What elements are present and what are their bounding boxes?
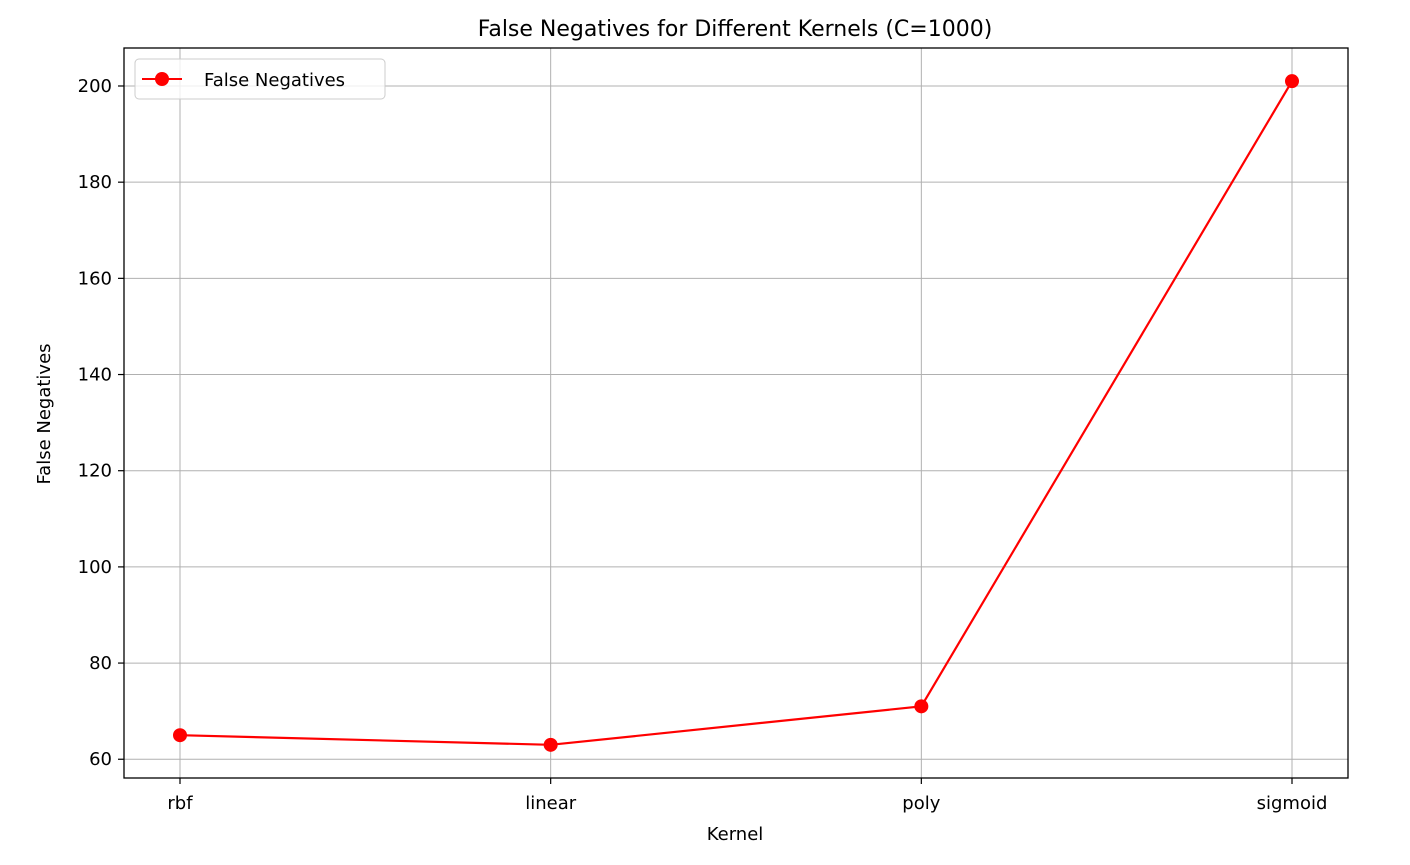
y-axis-label: False Negatives (34, 343, 55, 484)
series-layer (173, 74, 1299, 752)
x-tick-label-linear: linear (525, 793, 577, 814)
y-tick-label: 200 (78, 76, 112, 97)
chart-title: False Negatives for Different Kernels (C… (478, 17, 993, 42)
y-tick-label: 160 (78, 268, 112, 289)
y-axis-ticks: 60 80 100 120 140 160 180 200 (78, 76, 124, 770)
y-tick-label: 140 (78, 365, 112, 386)
x-tick-label-rbf: rbf (167, 793, 193, 814)
y-tick-label: 100 (78, 557, 112, 578)
data-point-sigmoid (1285, 74, 1299, 89)
series-line (179, 80, 1293, 746)
x-tick-label-sigmoid: sigmoid (1257, 793, 1328, 814)
axes-frame (123, 47, 1349, 779)
legend-label-false-negatives: False Negatives (204, 70, 345, 91)
legend-box (134, 58, 386, 100)
y-tick-label: 80 (89, 653, 112, 674)
data-point-linear (543, 737, 558, 752)
x-axis-label: Kernel (707, 824, 764, 845)
legend-marker-swatch (155, 72, 169, 86)
y-tick-label: 120 (78, 461, 112, 482)
x-axis-ticks: rbf linear poly sigmoid (167, 778, 1327, 814)
data-point-poly (914, 699, 929, 714)
y-tick-label: 60 (89, 749, 112, 770)
data-point-rbf (173, 728, 187, 743)
plot-border (123, 47, 1349, 779)
x-tick-label-poly: poly (902, 793, 940, 814)
grid-lines (124, 48, 1348, 778)
legend: False Negatives (134, 58, 386, 100)
y-tick-label: 180 (78, 172, 112, 193)
